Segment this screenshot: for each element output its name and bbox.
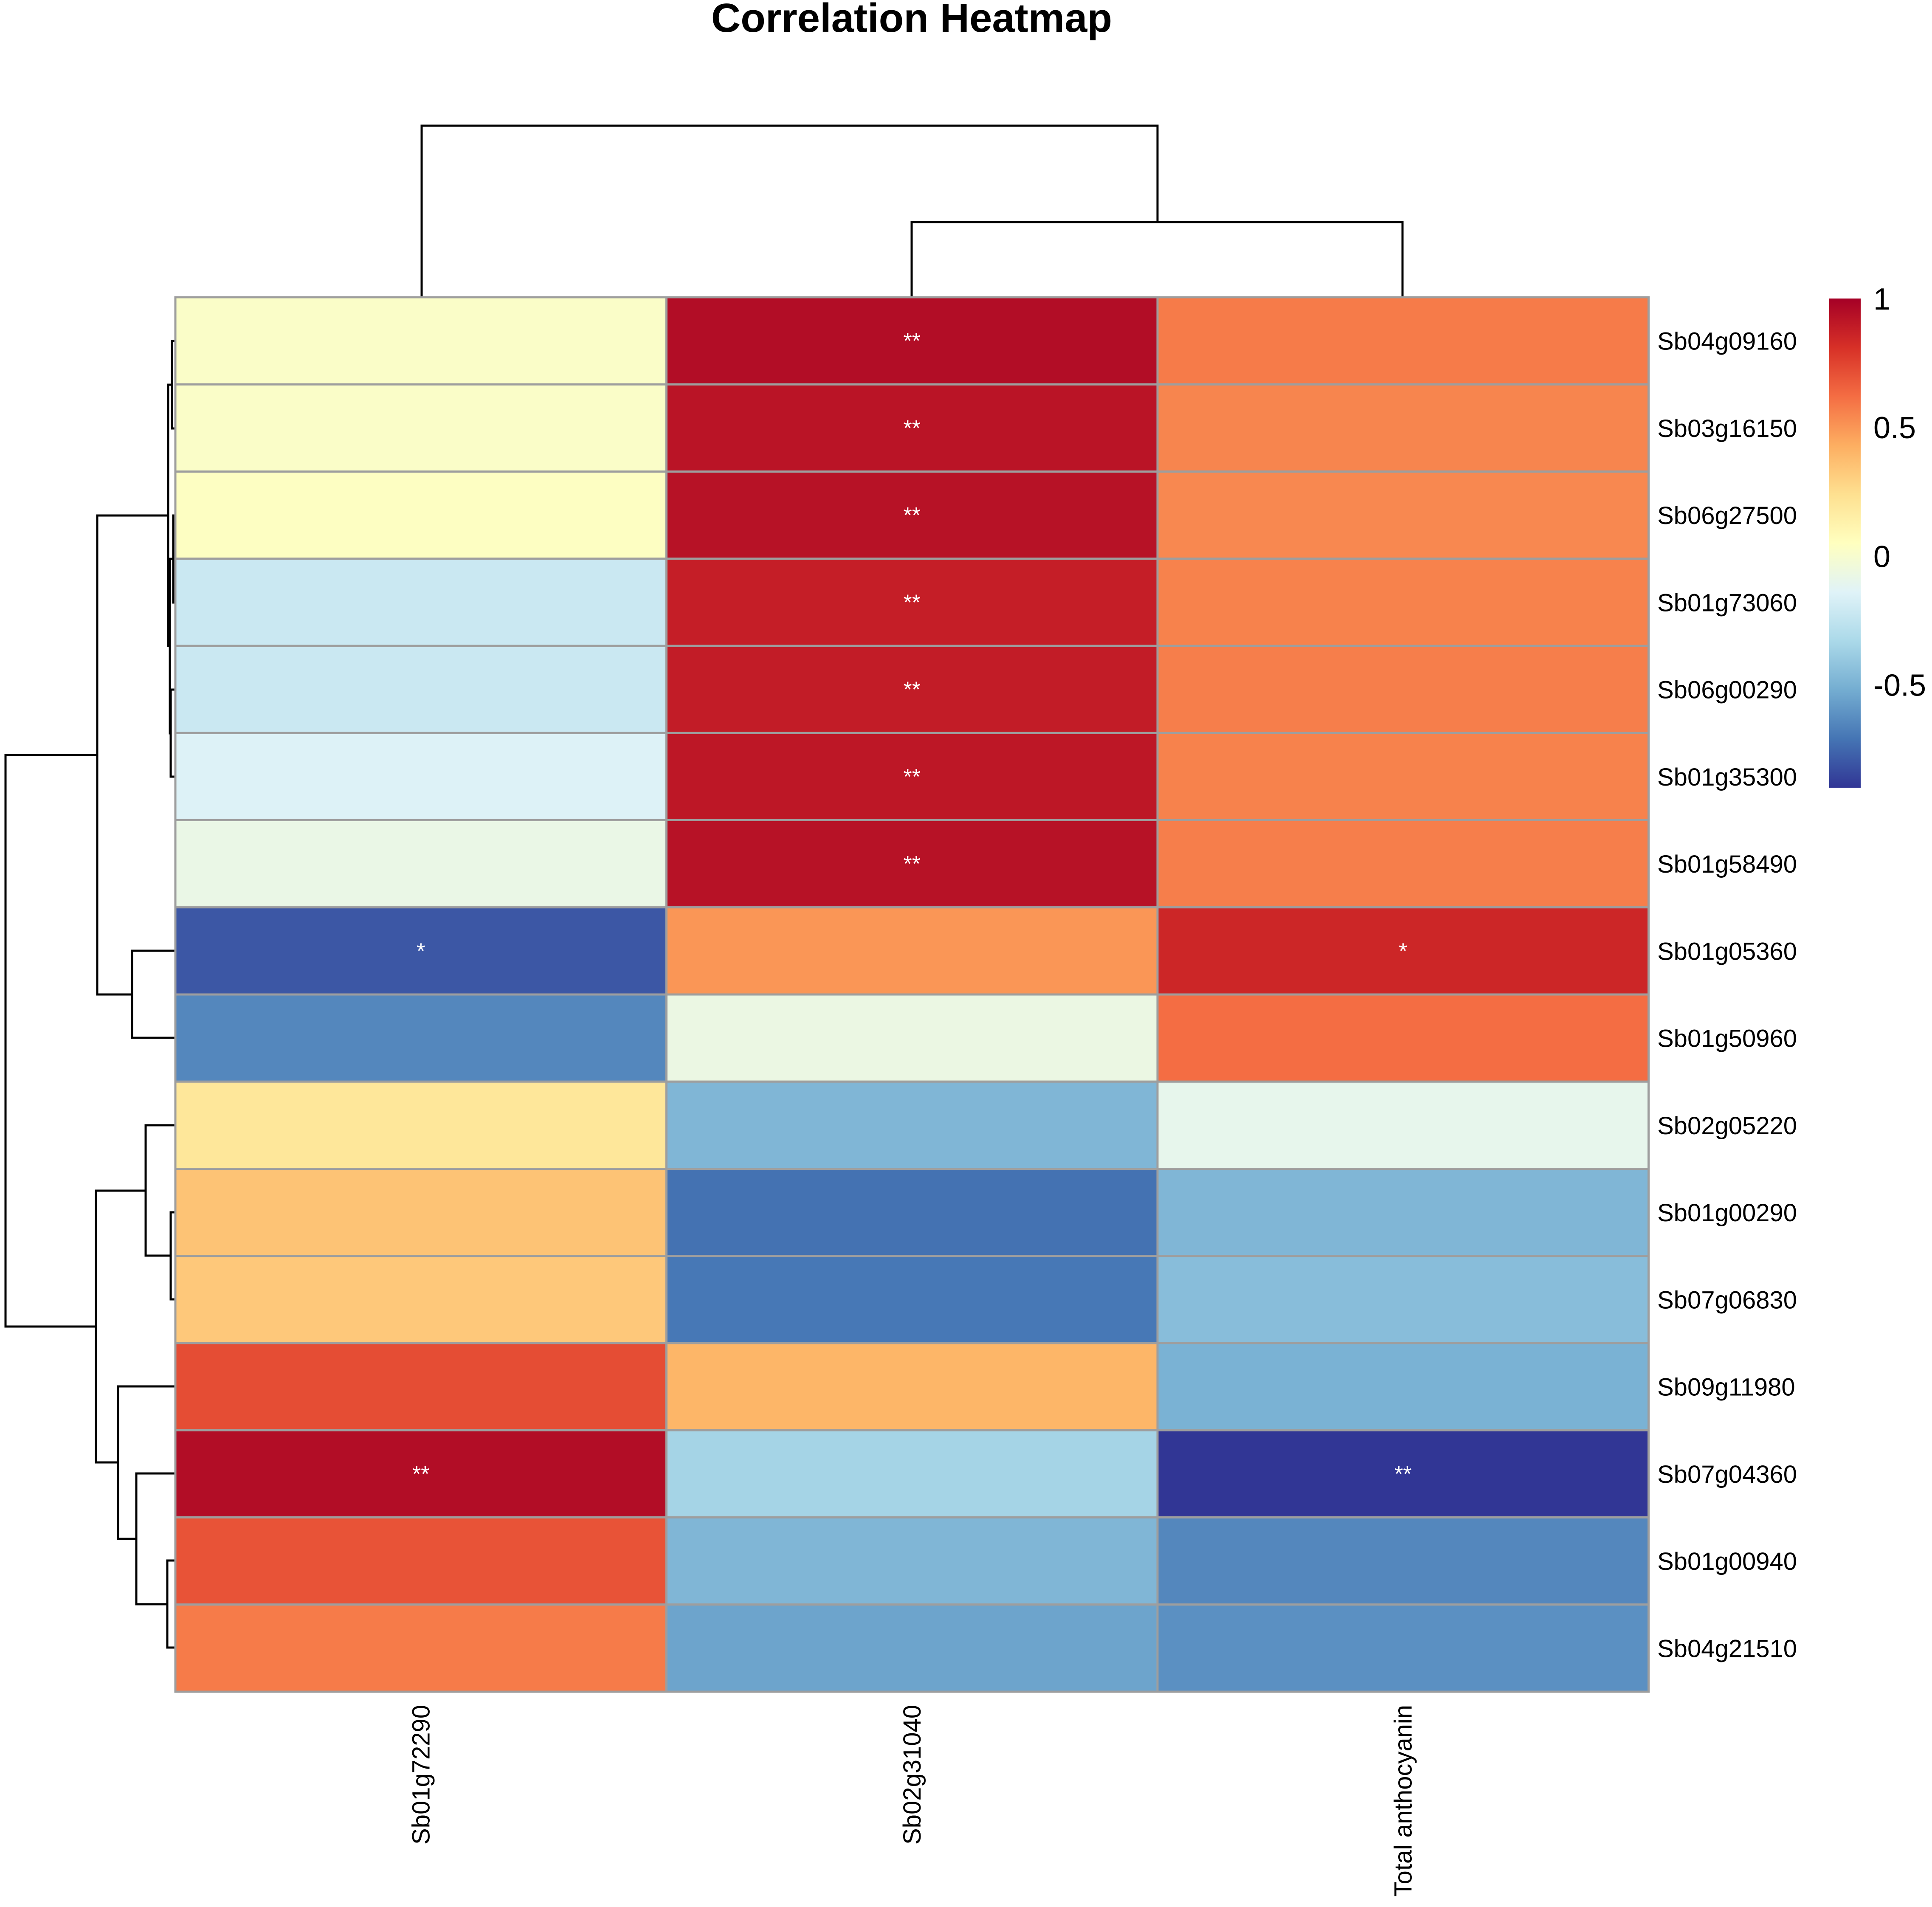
row-labels: Sb04g09160 Sb03g16150 Sb06g27500 Sb01g73060… xyxy=(1657,328,1797,1663)
significance-marker: ** xyxy=(904,329,921,354)
heatmap-cell xyxy=(174,1516,667,1606)
row-label: Sb06g27500 xyxy=(1657,502,1797,530)
row-label: Sb06g00290 xyxy=(1657,676,1797,704)
heatmap-cell xyxy=(1156,1255,1650,1344)
heatmap-cell xyxy=(174,1168,667,1257)
heatmap-cell xyxy=(174,1080,667,1170)
heatmap-cell xyxy=(1156,1168,1650,1257)
row-label: Sb01g58490 xyxy=(1657,851,1797,878)
heatmap-cell xyxy=(665,1255,1159,1344)
column-label: Sb02g31040 xyxy=(898,1705,926,1845)
heatmap-cell xyxy=(665,296,1159,386)
heatmap-cell xyxy=(174,296,667,386)
heatmap-cell xyxy=(1156,1516,1650,1606)
heatmap-cell xyxy=(665,906,1159,996)
significance-marker: ** xyxy=(904,678,921,702)
row-label: Sb01g35300 xyxy=(1657,763,1797,791)
heatmap-cell xyxy=(1156,296,1650,386)
chart-title: Correlation Heatmap xyxy=(711,0,1112,41)
color-legend-tick-label: -0.5 xyxy=(1873,668,1926,702)
color-legend: 1 0.5 0 -0.5 xyxy=(1829,282,1926,788)
heatmap-cell xyxy=(665,1168,1159,1257)
color-legend-tick-label: 1 xyxy=(1873,282,1890,316)
row-label: Sb01g00940 xyxy=(1657,1548,1797,1575)
significance-marker: * xyxy=(1399,939,1407,963)
heatmap-cell xyxy=(174,906,667,996)
row-label: Sb01g73060 xyxy=(1657,589,1797,617)
color-legend-ticks: 1 0.5 0 -0.5 xyxy=(1873,282,1926,702)
heatmap-cell xyxy=(665,1603,1159,1693)
heatmap-cell xyxy=(1156,993,1650,1083)
row-label: Sb01g00290 xyxy=(1657,1199,1797,1227)
significance-marker: ** xyxy=(904,765,921,789)
row-label: Sb04g21510 xyxy=(1657,1635,1797,1662)
heatmap-cell xyxy=(1156,732,1650,821)
heatmap-cell xyxy=(1156,558,1650,647)
significance-marker: ** xyxy=(904,590,921,615)
significance-marker: ** xyxy=(412,1462,429,1487)
color-legend-tick-label: 0.5 xyxy=(1873,411,1916,445)
column-labels: Sb01g72290 Sb02g31040 Total anthocyanin xyxy=(407,1705,1417,1896)
heatmap-cell xyxy=(174,1429,667,1518)
heatmap-cell xyxy=(665,1080,1159,1170)
column-label: Sb01g72290 xyxy=(407,1705,435,1845)
heatmap-cell xyxy=(665,993,1159,1083)
row-label: Sb02g05220 xyxy=(1657,1112,1797,1140)
heatmap-cell xyxy=(174,383,667,473)
heatmap-cell xyxy=(665,1516,1159,1606)
heatmap-cell xyxy=(1156,1080,1650,1170)
heatmap-cell xyxy=(1156,819,1650,909)
row-label: Sb03g16150 xyxy=(1657,415,1797,442)
heatmap-cell xyxy=(1156,1429,1650,1518)
row-label: Sb07g04360 xyxy=(1657,1461,1797,1488)
heatmap-cell xyxy=(1156,470,1650,560)
significance-marker: ** xyxy=(904,503,921,528)
color-legend-bar xyxy=(1829,299,1861,788)
heatmap-cell xyxy=(174,819,667,909)
heatmap-cell xyxy=(665,470,1159,560)
row-label: Sb04g09160 xyxy=(1657,328,1797,355)
row-label: Sb07g06830 xyxy=(1657,1286,1797,1314)
row-label: Sb01g05360 xyxy=(1657,938,1797,965)
heatmap-cell xyxy=(665,732,1159,821)
column-label: Total anthocyanin xyxy=(1389,1705,1417,1896)
heatmap-cell xyxy=(665,1342,1159,1431)
column-dendrogram xyxy=(420,124,1404,297)
heatmap-cell xyxy=(1156,906,1650,996)
heatmap-cell xyxy=(174,558,667,647)
heatmap-cell xyxy=(174,645,667,734)
heatmap-cell xyxy=(174,1255,667,1344)
row-label: Sb01g50960 xyxy=(1657,1025,1797,1053)
heatmap-cell xyxy=(665,1429,1159,1518)
significance-marker: ** xyxy=(904,416,921,441)
heatmap-cell xyxy=(174,1603,667,1693)
significance-markers: *************** *** ** xyxy=(412,329,1411,1487)
heatmap-cell xyxy=(665,819,1159,909)
significance-marker: ** xyxy=(1394,1462,1411,1487)
heatmap-cell xyxy=(174,1342,667,1431)
heatmap-cell xyxy=(1156,645,1650,734)
heatmap-cell xyxy=(174,470,667,560)
heatmap-cell xyxy=(1156,383,1650,473)
significance-marker: * xyxy=(417,939,425,963)
row-label: Sb09g11980 xyxy=(1657,1374,1795,1401)
significance-marker: ** xyxy=(904,852,921,876)
heatmap-cell xyxy=(665,645,1159,734)
heatmap-cells xyxy=(174,296,1650,1693)
heatmap-cell xyxy=(1156,1603,1650,1693)
heatmap-cell xyxy=(174,993,667,1083)
heatmap-cell xyxy=(174,732,667,821)
color-legend-tick-label: 0 xyxy=(1873,540,1890,574)
row-dendrogram xyxy=(4,340,175,1649)
heatmap-cell xyxy=(1156,1342,1650,1431)
